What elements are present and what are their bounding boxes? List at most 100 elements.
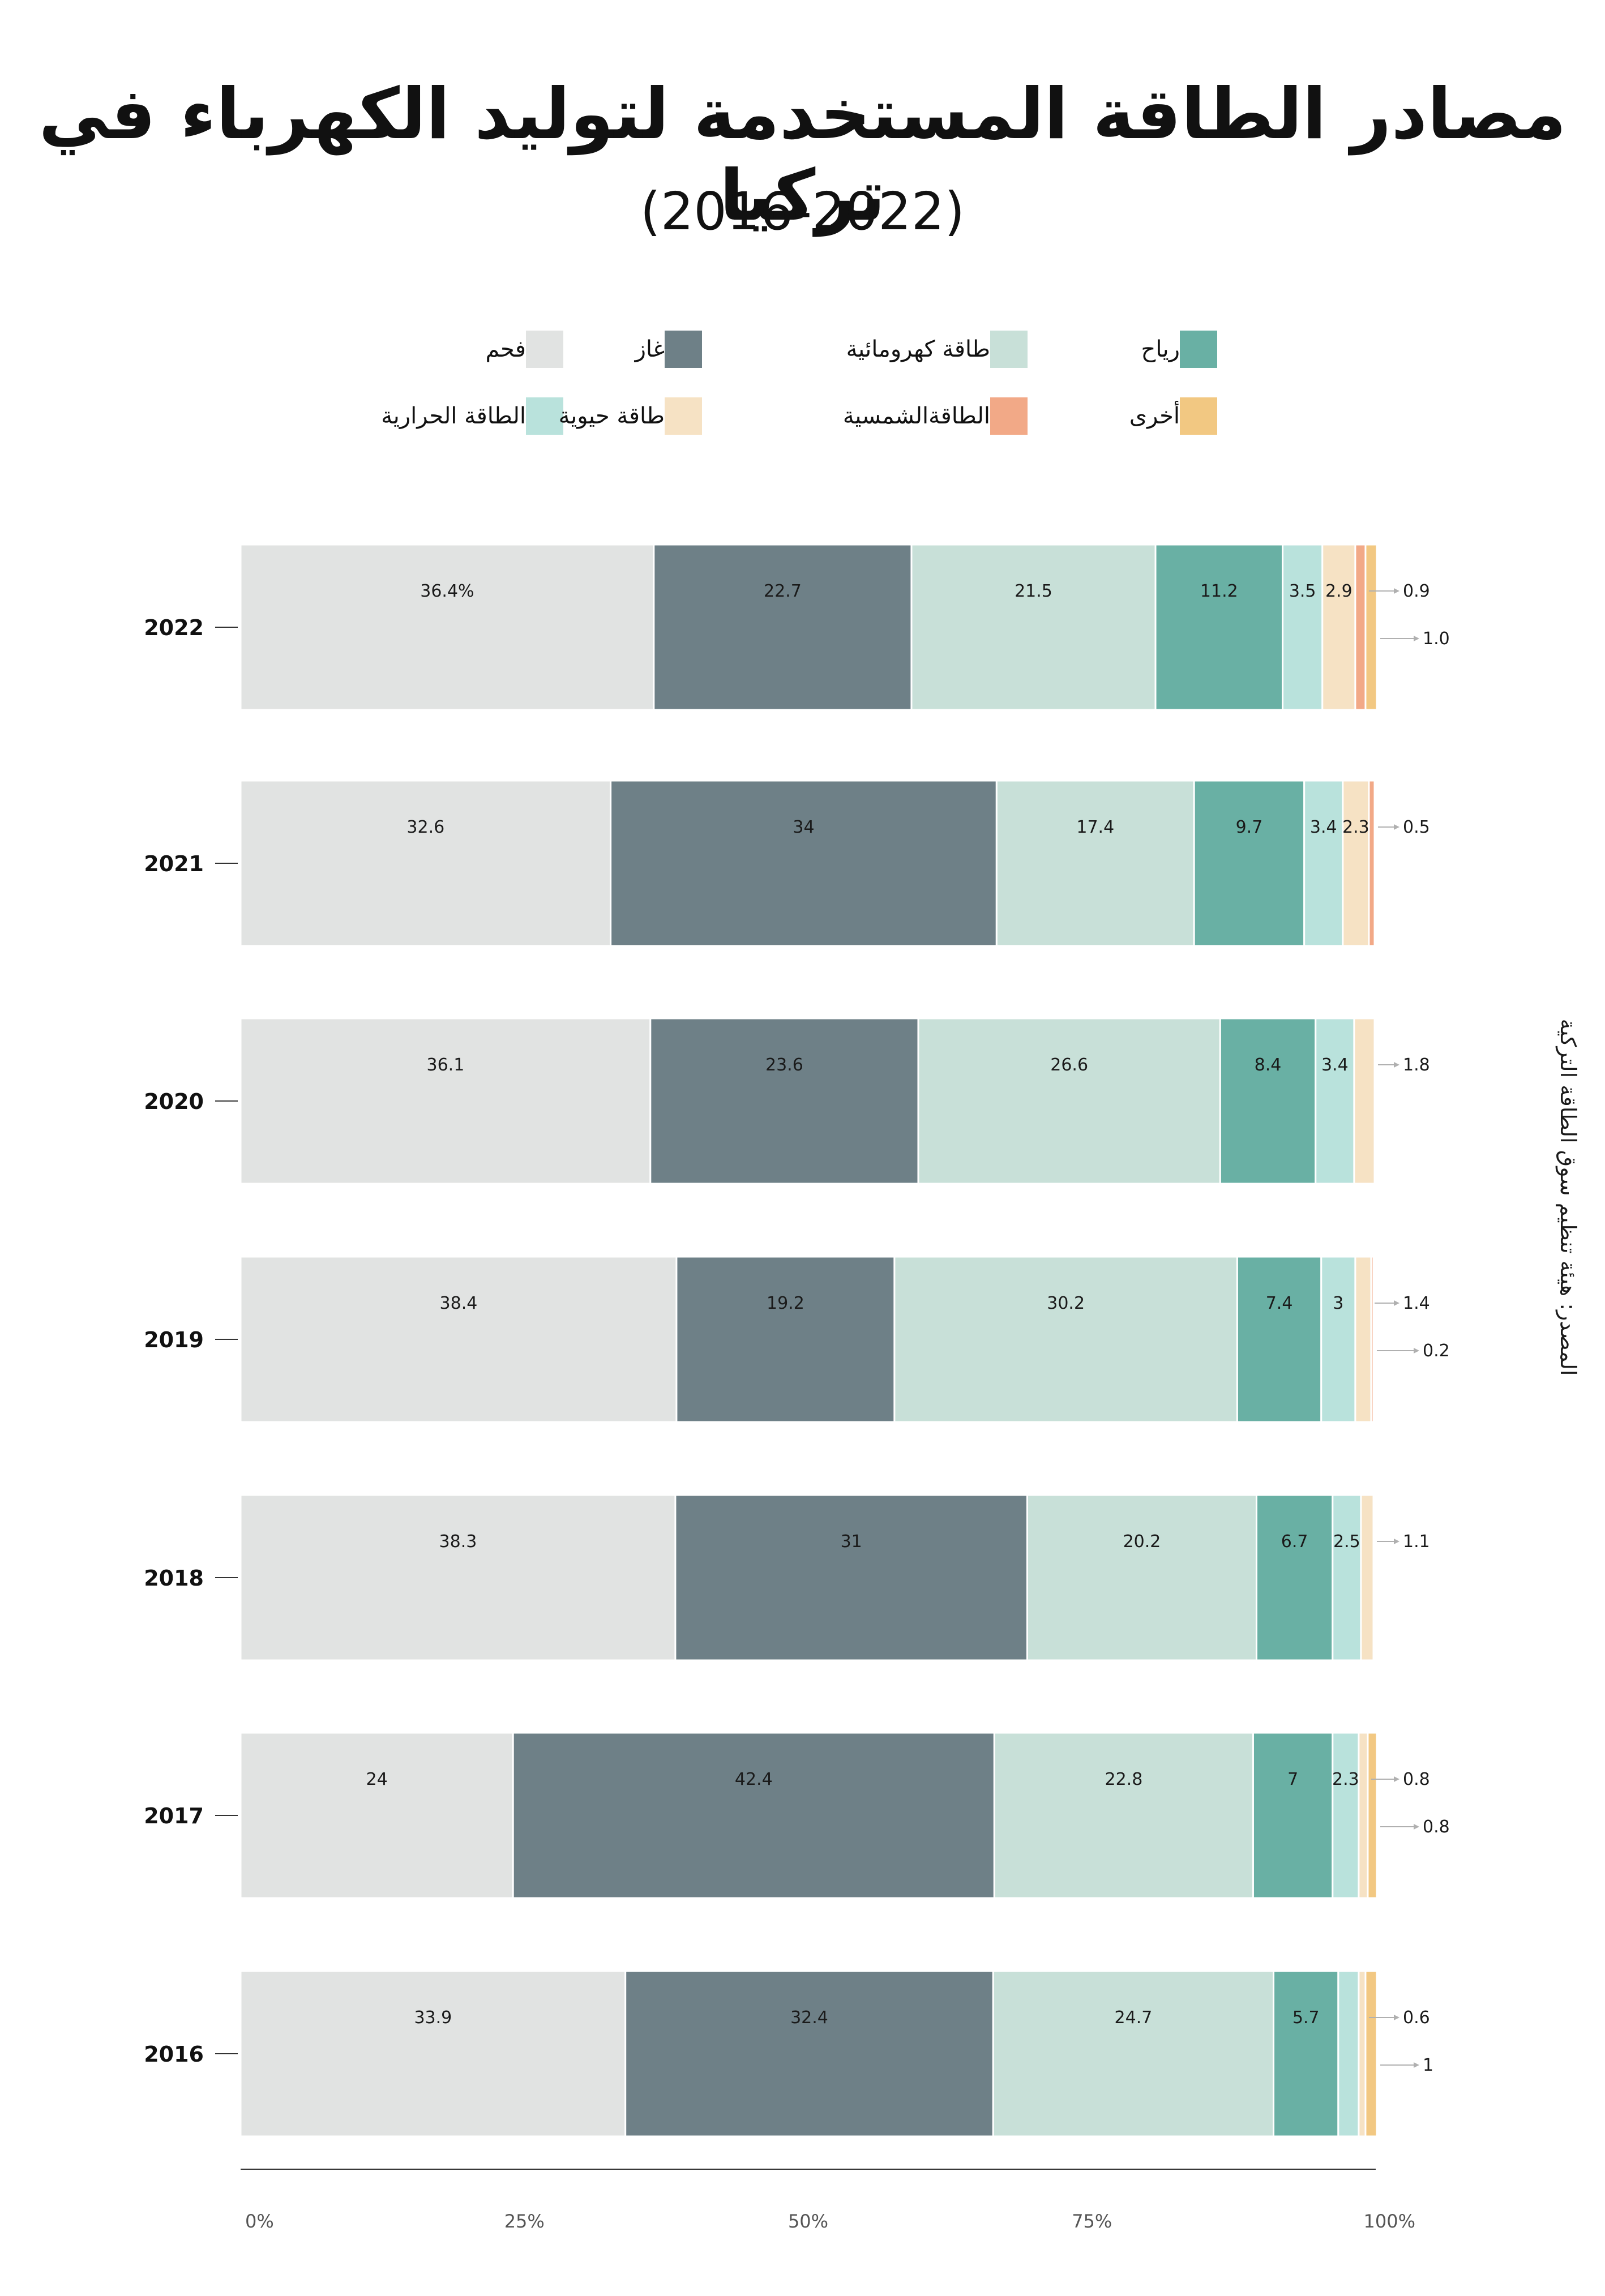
page-subtitle: (2016-2022): [640, 181, 965, 242]
legend-swatch: [990, 397, 1028, 435]
data-label: 3.5: [1289, 581, 1316, 601]
bar-segment: [674, 1494, 1028, 1661]
legend-item: فحم: [477, 329, 563, 369]
bar-segment: [1320, 1256, 1356, 1423]
bar-segment: [1367, 1732, 1378, 1899]
y-tick-label: 2016: [144, 2042, 204, 2067]
bar-segment: [1026, 1494, 1257, 1661]
data-label: 1.1: [1403, 1532, 1430, 1552]
bar-segment: [239, 1256, 678, 1423]
data-label: 36.1: [427, 1055, 465, 1075]
bar-segment: [1273, 1970, 1339, 2137]
legend-item: رياح: [1133, 329, 1217, 369]
data-label: 21.5: [1015, 581, 1052, 601]
legend-swatch: [1180, 331, 1217, 368]
data-label: 22.8: [1105, 1770, 1142, 1789]
bar-segment: [1282, 543, 1324, 711]
y-tick-label: 2019: [144, 1327, 204, 1352]
data-label: 24: [366, 1770, 388, 1789]
page-title: مصادر الطاقة المستخدمة لتوليد الكهرباء ف…: [38, 74, 1567, 237]
source-note: المصدر: هيئة تنظيم سوق الطاقة التركية: [1556, 1018, 1581, 1376]
bar-segment: [1303, 779, 1344, 947]
legend-item: طاقة حيوية: [551, 396, 702, 436]
y-tick-label: 2017: [144, 1804, 204, 1828]
data-label: 26.6: [1050, 1055, 1088, 1075]
legend-label: فحم: [485, 336, 526, 362]
data-label: 7: [1287, 1770, 1298, 1789]
data-label: 0.8: [1403, 1770, 1430, 1789]
bar-segment: [239, 779, 612, 947]
bar-segment: [624, 1970, 994, 2137]
data-label: 2.5: [1333, 1532, 1360, 1552]
data-label: 23.6: [765, 1055, 803, 1075]
legend-swatch: [526, 331, 563, 368]
data-label: 0.8: [1423, 1817, 1450, 1837]
legend-swatch: [1180, 397, 1217, 435]
bar-segment: [1353, 1017, 1376, 1185]
data-label: 36.4%: [420, 581, 474, 601]
bar-segment: [1252, 1732, 1334, 1899]
bar-segment: [1332, 1732, 1360, 1899]
legend-swatch: [665, 397, 702, 435]
bar-segment: [1315, 1017, 1355, 1185]
bar-segment: [1354, 543, 1367, 711]
bar-segment: [239, 543, 655, 711]
legend-label: الطاقةالشمسية: [842, 403, 990, 429]
legend-label: رياح: [1141, 336, 1180, 362]
legend-item: الطاقةالشمسية: [835, 396, 1028, 436]
data-label: 1: [1423, 2055, 1433, 2075]
bar-segment: [239, 1732, 514, 1899]
data-label: 3.4: [1310, 817, 1337, 837]
data-label: 8.4: [1255, 1055, 1282, 1075]
data-label: 2.3: [1332, 1770, 1359, 1789]
bar-segment: [1370, 1256, 1375, 1423]
data-label: 2.9: [1325, 581, 1353, 601]
data-label: 6.7: [1281, 1532, 1308, 1552]
data-label: 38.3: [439, 1532, 477, 1552]
bar-segment: [239, 1494, 677, 1661]
bar-segment: [1337, 1970, 1360, 2137]
bar-segment: [610, 779, 998, 947]
legend-label: غاز: [635, 336, 665, 362]
legend-label: طاقة حيوية: [558, 403, 665, 429]
data-label: 19.2: [767, 1293, 804, 1313]
legend-item: غاز: [627, 329, 702, 369]
bar-segment: [1321, 543, 1356, 711]
bar-segment: [1236, 1256, 1322, 1423]
bar-segment: [917, 1017, 1221, 1185]
bar-segment: [1364, 1970, 1378, 2137]
data-label: 30.2: [1047, 1293, 1085, 1313]
data-label: 1.4: [1403, 1293, 1430, 1313]
bar-segment: [653, 543, 913, 711]
x-tick-label: 0%: [245, 2211, 274, 2232]
data-label: 3: [1333, 1293, 1343, 1313]
bar-segment: [995, 779, 1195, 947]
legend-item: الطاقة الحرارية: [373, 396, 563, 436]
data-label: 31: [841, 1532, 862, 1552]
data-label: 0.2: [1423, 1341, 1450, 1361]
x-tick-label: 50%: [788, 2211, 828, 2232]
bar-segment: [1193, 779, 1306, 947]
data-label: 32.4: [790, 2008, 828, 2028]
bar-segment: [239, 1970, 627, 2137]
bar-segment: [1354, 1256, 1372, 1423]
legend-item: أخرى: [1122, 396, 1217, 436]
bar-segment: [239, 1017, 652, 1185]
bar-segment: [512, 1732, 995, 1899]
bar-segment: [992, 1970, 1275, 2137]
x-tick-label: 75%: [1072, 2211, 1112, 2232]
bar-segment: [1364, 543, 1378, 711]
data-label: 5.7: [1292, 2008, 1320, 2028]
bar-segment: [910, 543, 1157, 711]
data-label: 0.5: [1403, 817, 1430, 837]
bar-segment: [1219, 1017, 1317, 1185]
legend-label: أخرى: [1129, 403, 1180, 429]
data-label: 1.0: [1423, 629, 1450, 649]
bar-segment: [1154, 543, 1284, 711]
legend-swatch: [990, 331, 1028, 368]
data-label: 0.9: [1403, 581, 1430, 601]
legend-item: طاقة كهرومائية: [838, 329, 1028, 369]
x-tick-label: 25%: [504, 2211, 545, 2232]
data-label: 0.6: [1403, 2008, 1430, 2028]
